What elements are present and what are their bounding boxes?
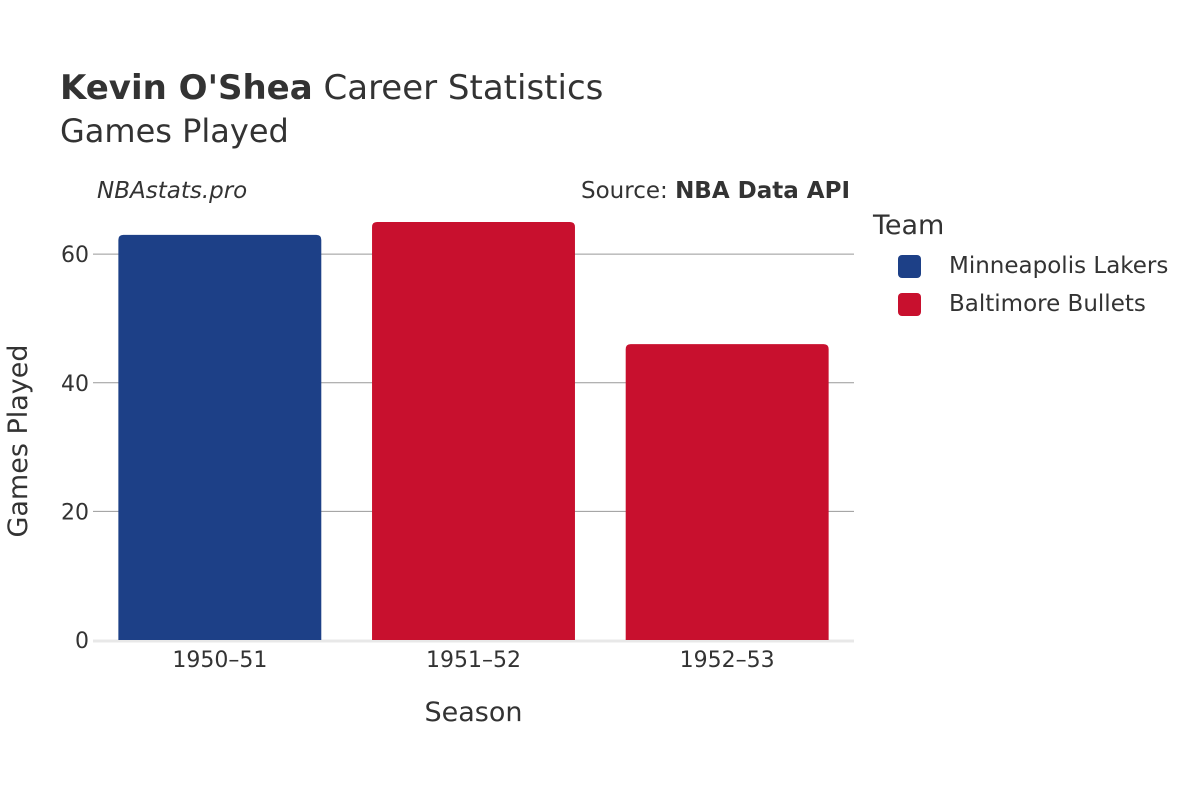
legend-label: Baltimore Bullets bbox=[949, 291, 1146, 317]
x-axis-title: Season bbox=[425, 697, 523, 728]
x-tick-label: 1950–51 bbox=[172, 648, 267, 673]
x-tick-label: 1951–52 bbox=[426, 648, 521, 673]
watermark: NBAstats.pro bbox=[97, 178, 248, 204]
legend-label: Minneapolis Lakers bbox=[949, 253, 1169, 279]
legend-title: Team bbox=[873, 210, 945, 241]
legend-swatch bbox=[898, 254, 921, 278]
y-tick-label: 20 bbox=[61, 500, 89, 525]
source-prefix: Source: bbox=[581, 178, 676, 204]
bar-1952–53 bbox=[625, 344, 829, 640]
legend-item-minneapolis-lakers[interactable]: Minneapolis Lakers bbox=[898, 253, 1168, 279]
source-name: NBA Data API bbox=[675, 178, 850, 204]
y-axis-title: Games Played bbox=[3, 344, 34, 537]
chart-title: Kevin O'Shea Career Statistics bbox=[60, 68, 603, 108]
legend-swatch bbox=[898, 292, 921, 316]
player-name: Kevin O'Shea bbox=[60, 68, 313, 108]
bar-1951–52 bbox=[372, 222, 575, 640]
y-tick-label: 40 bbox=[61, 372, 89, 397]
title-rest: Career Statistics bbox=[312, 68, 604, 108]
x-tick-label: 1952–53 bbox=[680, 648, 775, 673]
y-tick-label: 60 bbox=[61, 243, 89, 268]
y-tick-label: 0 bbox=[75, 629, 89, 654]
bar-1950–51 bbox=[118, 234, 322, 640]
chart-subtitle: Games Played bbox=[60, 112, 289, 150]
legend-item-baltimore-bullets[interactable]: Baltimore Bullets bbox=[898, 291, 1146, 317]
source-credit: Source: NBA Data API bbox=[581, 178, 850, 204]
